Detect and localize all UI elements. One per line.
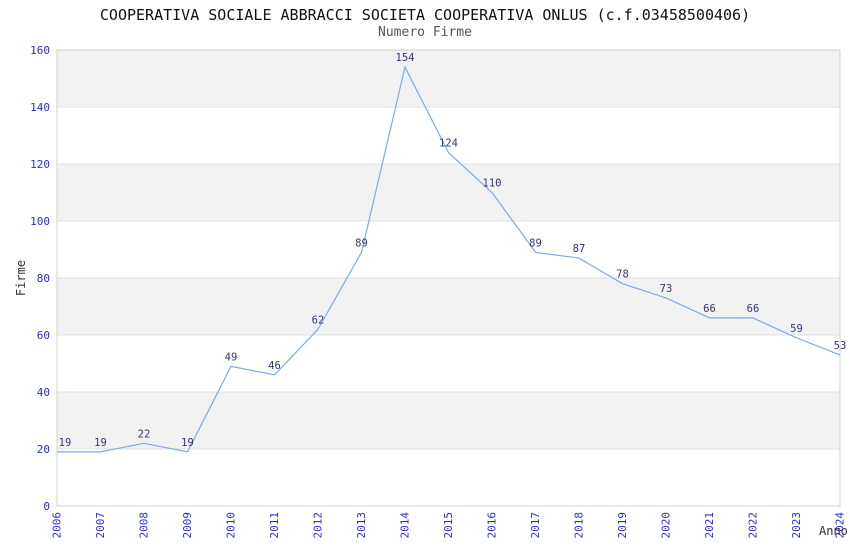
y-tick-label: 100 bbox=[30, 215, 50, 228]
y-tick-label: 120 bbox=[30, 158, 50, 171]
data-label: 124 bbox=[439, 138, 458, 150]
y-axis-title: Firme bbox=[14, 259, 28, 297]
data-line bbox=[57, 65, 841, 453]
chart-title: COOPERATIVA SOCIALE ABBRACCI SOCIETA COO… bbox=[99, 6, 751, 24]
x-tick-label: 2007 bbox=[94, 512, 107, 539]
x-tick-label: 2019 bbox=[616, 512, 629, 539]
y-tick-label: 60 bbox=[37, 329, 50, 342]
x-tick-label: 2013 bbox=[355, 512, 368, 539]
data-label: 73 bbox=[660, 283, 673, 295]
plot-band bbox=[57, 164, 840, 221]
data-label: 89 bbox=[529, 237, 542, 249]
x-tick-label: 2012 bbox=[312, 512, 325, 539]
data-label: 19 bbox=[94, 437, 107, 449]
x-tick-label: 2014 bbox=[399, 512, 412, 539]
data-label: 89 bbox=[355, 237, 368, 249]
y-tick-label: 20 bbox=[37, 443, 50, 456]
chart-subtitle: Numero Firme bbox=[378, 25, 472, 40]
x-tick-label: 2017 bbox=[529, 512, 542, 539]
x-tick-label: 2011 bbox=[268, 512, 281, 539]
data-label: 59 bbox=[790, 323, 803, 335]
data-label: 87 bbox=[573, 243, 586, 255]
plot-band bbox=[57, 50, 840, 107]
data-label: 66 bbox=[747, 303, 760, 315]
y-tick-label: 80 bbox=[37, 272, 50, 285]
data-label: 78 bbox=[616, 269, 629, 281]
x-tick-label: 2010 bbox=[225, 512, 238, 539]
data-label: 22 bbox=[138, 428, 151, 440]
x-tick-label: 2006 bbox=[51, 512, 64, 539]
x-tick-label: 2022 bbox=[747, 512, 760, 539]
y-tick-label: 0 bbox=[43, 500, 50, 513]
y-tick-label: 160 bbox=[30, 44, 50, 57]
x-tick-label: 2018 bbox=[573, 512, 586, 539]
data-label: 19 bbox=[181, 437, 194, 449]
y-tick-label: 140 bbox=[30, 101, 50, 114]
data-label: 66 bbox=[703, 303, 716, 315]
x-tick-label: 2023 bbox=[790, 512, 803, 539]
plot-border bbox=[56, 49, 841, 507]
x-tick-label: 2020 bbox=[660, 512, 673, 539]
data-label: 19 bbox=[59, 437, 72, 449]
x-axis-title: Anno bbox=[819, 524, 848, 538]
data-label: 110 bbox=[483, 178, 502, 190]
data-label: 49 bbox=[225, 351, 238, 363]
x-tick-label: 2024 bbox=[834, 512, 847, 539]
data-label: 62 bbox=[312, 314, 325, 326]
plot-band bbox=[57, 392, 840, 449]
x-tick-label: 2015 bbox=[442, 512, 455, 539]
data-label: 53 bbox=[834, 340, 847, 352]
x-tick-label: 2021 bbox=[703, 512, 716, 539]
data-label: 46 bbox=[268, 360, 281, 372]
data-label: 154 bbox=[396, 52, 415, 64]
x-tick-label: 2016 bbox=[486, 512, 499, 539]
x-tick-label: 2008 bbox=[138, 512, 151, 539]
x-tick-label: 2009 bbox=[181, 512, 194, 539]
y-tick-label: 40 bbox=[37, 386, 50, 399]
plot-band bbox=[57, 278, 840, 335]
